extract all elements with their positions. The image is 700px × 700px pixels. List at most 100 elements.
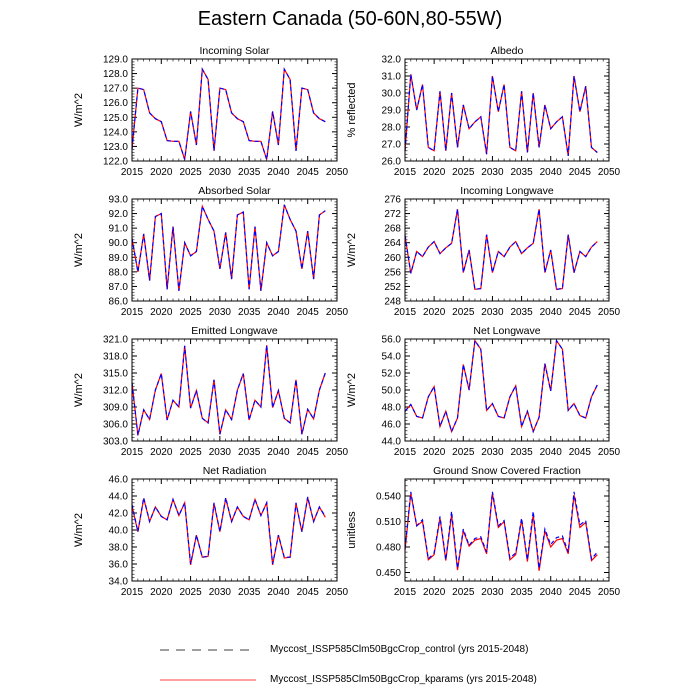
- panel-ground-snow-covered-fraction: Ground Snow Covered Fraction unitless 2015…: [346, 465, 621, 598]
- y-tick-label: 264: [384, 238, 401, 249]
- x-tick-label: 2045: [569, 167, 592, 178]
- x-tick-label: 2040: [267, 167, 290, 178]
- y-tick-label: 88.0: [109, 267, 129, 278]
- x-tick-label: 2035: [238, 447, 261, 458]
- y-tick-label: 50.0: [382, 386, 402, 397]
- panel-albedo: Albedo % reflected 2015 2020 2025 2030 2035 204…: [346, 45, 621, 178]
- x-tick-label: 2020: [150, 167, 173, 178]
- x-tick-label: 2050: [326, 447, 349, 458]
- y-tick-label: 31.0: [382, 72, 402, 83]
- y-tick-label: 126.0: [103, 98, 128, 109]
- plot-frame: [404, 478, 610, 582]
- x-tick-label: 2030: [481, 447, 504, 458]
- y-tick-label: 128.0: [103, 69, 128, 80]
- y-tick-label: 91.0: [109, 224, 129, 235]
- main-title: Eastern Canada (50-60N,80-55W): [197, 8, 503, 30]
- x-tick-label: 2045: [297, 587, 320, 598]
- x-tick-label: 2045: [569, 587, 592, 598]
- y-tick-label: 268: [384, 224, 401, 235]
- y-tick-label: 312.0: [103, 386, 128, 397]
- x-tick-label: 2050: [598, 587, 621, 598]
- x-tick-label: 2025: [179, 447, 202, 458]
- series-line-kparams: [404, 339, 598, 434]
- x-tick-label: 2040: [540, 167, 563, 178]
- y-axis-label: W/m^2: [73, 373, 85, 407]
- y-tick-label: 256: [384, 267, 401, 278]
- x-tick-label: 2050: [598, 447, 621, 458]
- panel-title: Albedo: [491, 45, 524, 57]
- y-tick-label: 260: [384, 253, 401, 264]
- x-tick-label: 2035: [510, 447, 533, 458]
- x-tick-label: 2030: [481, 587, 504, 598]
- y-tick-label: 44.0: [109, 492, 129, 503]
- y-tick-label: 303.0: [103, 437, 128, 448]
- series-line-kparams: [131, 345, 326, 436]
- x-tick-label: 2050: [598, 167, 621, 178]
- x-tick-label: 2045: [569, 307, 592, 318]
- series-line-control: [131, 204, 326, 291]
- y-tick-label: 87.0: [109, 282, 129, 293]
- x-tick-label: 2035: [510, 307, 533, 318]
- legend-label-control: Myccost_ISSP585Clm50BgcCrop_control (yrs…: [270, 644, 529, 655]
- plot-frame: [404, 338, 610, 442]
- x-tick-label: 2025: [452, 447, 475, 458]
- panel-net-radiation: Net Radiation W/m^2 2015 2020 2025 2030 2035 20…: [73, 465, 349, 598]
- x-tick-label: 2025: [179, 307, 202, 318]
- y-tick-label: 129.0: [103, 55, 128, 66]
- x-tick-label: 2025: [452, 307, 475, 318]
- x-tick-label: 2020: [150, 587, 173, 598]
- x-tick-label: 2045: [297, 307, 320, 318]
- y-tick-label: 54.0: [382, 352, 402, 363]
- series-line-kparams: [131, 67, 326, 160]
- panel-title: Ground Snow Covered Fraction: [433, 465, 581, 477]
- panel-title: Net Longwave: [473, 325, 540, 337]
- x-tick-label: 2045: [297, 447, 320, 458]
- panel-net-longwave: Net Longwave W/m^2 2015 2020 2025 2030 2035 204…: [346, 325, 621, 458]
- y-axis-label: W/m^2: [73, 93, 85, 127]
- x-tick-label: 2035: [238, 587, 261, 598]
- plot-frame: [131, 338, 338, 442]
- x-tick-label: 2045: [297, 167, 320, 178]
- x-tick-label: 2015: [394, 307, 417, 318]
- plot-frame: [404, 58, 610, 162]
- y-tick-label: 93.0: [109, 195, 129, 206]
- y-tick-label: 36.0: [109, 560, 129, 571]
- y-tick-label: 252: [384, 282, 401, 293]
- x-tick-label: 2015: [121, 167, 144, 178]
- x-tick-label: 2030: [209, 447, 232, 458]
- legend-label-kparams: Myccost_ISSP585Clm50BgcCrop_kparams (yrs…: [270, 674, 537, 685]
- y-tick-label: 0.510: [376, 517, 401, 528]
- x-tick-label: 2015: [394, 167, 417, 178]
- y-tick-label: 122.0: [103, 157, 128, 168]
- x-tick-label: 2030: [209, 307, 232, 318]
- panel-emitted-longwave: Emitted Longwave W/m^2 2015 2020 2025 2030 203…: [73, 325, 349, 458]
- y-tick-label: 52.0: [382, 369, 402, 380]
- series-line-control: [404, 491, 598, 569]
- y-tick-label: 27.0: [382, 140, 402, 151]
- y-tick-label: 0.540: [376, 492, 401, 503]
- series-line-kparams: [404, 209, 598, 290]
- series-line-kparams: [404, 74, 598, 156]
- x-tick-label: 2050: [326, 587, 349, 598]
- y-tick-label: 56.0: [382, 335, 402, 346]
- series-line-control: [404, 209, 598, 290]
- y-tick-label: 29.0: [382, 106, 402, 117]
- series-line-control: [404, 339, 598, 434]
- series-line-control: [131, 496, 326, 565]
- panel-absorbed-solar: Absorbed Solar W/m^2 2015 2020 2025 2030 2035 2…: [73, 185, 349, 318]
- x-tick-label: 2020: [423, 447, 446, 458]
- x-tick-label: 2020: [150, 307, 173, 318]
- plot-frame: [131, 198, 338, 302]
- x-tick-label: 2040: [267, 307, 290, 318]
- plot-frame: [131, 478, 338, 582]
- x-tick-label: 2045: [569, 447, 592, 458]
- y-axis-label: W/m^2: [73, 233, 85, 267]
- y-tick-label: 42.0: [109, 509, 129, 520]
- y-tick-label: 127.0: [103, 84, 128, 95]
- x-tick-label: 2035: [238, 307, 261, 318]
- x-tick-label: 2030: [209, 587, 232, 598]
- x-tick-label: 2020: [423, 587, 446, 598]
- y-tick-label: 89.0: [109, 253, 129, 264]
- y-tick-label: 276: [384, 195, 401, 206]
